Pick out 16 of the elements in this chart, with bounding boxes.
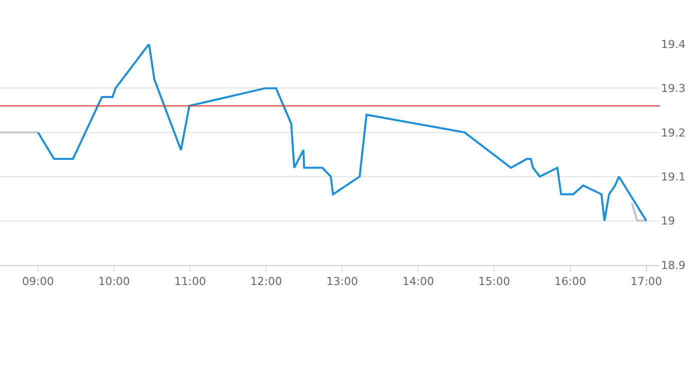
x-tick-label: 14:00 — [402, 275, 434, 288]
x-tick-label: 10:00 — [98, 275, 130, 288]
y-tick-label: 19.4 — [661, 38, 686, 51]
y-tick-label: 19.1 — [661, 170, 686, 184]
y-tick-label: 19.3 — [661, 82, 686, 96]
x-tick-label: 13:00 — [326, 275, 358, 288]
y-tick-label: 18.9 — [661, 258, 686, 272]
x-tick-label: 15:00 — [478, 275, 510, 288]
x-tick-label: 16:00 — [554, 275, 586, 288]
x-tick-label: 09:00 — [22, 275, 54, 288]
x-tick-label: 12:00 — [250, 275, 282, 288]
line-series — [37, 44, 648, 222]
x-tick-label: 11:00 — [174, 275, 206, 288]
y-tick-label: 19 — [661, 214, 675, 228]
y-tick-label: 19.2 — [661, 126, 686, 140]
x-tick-label: 17:00 — [630, 275, 662, 288]
